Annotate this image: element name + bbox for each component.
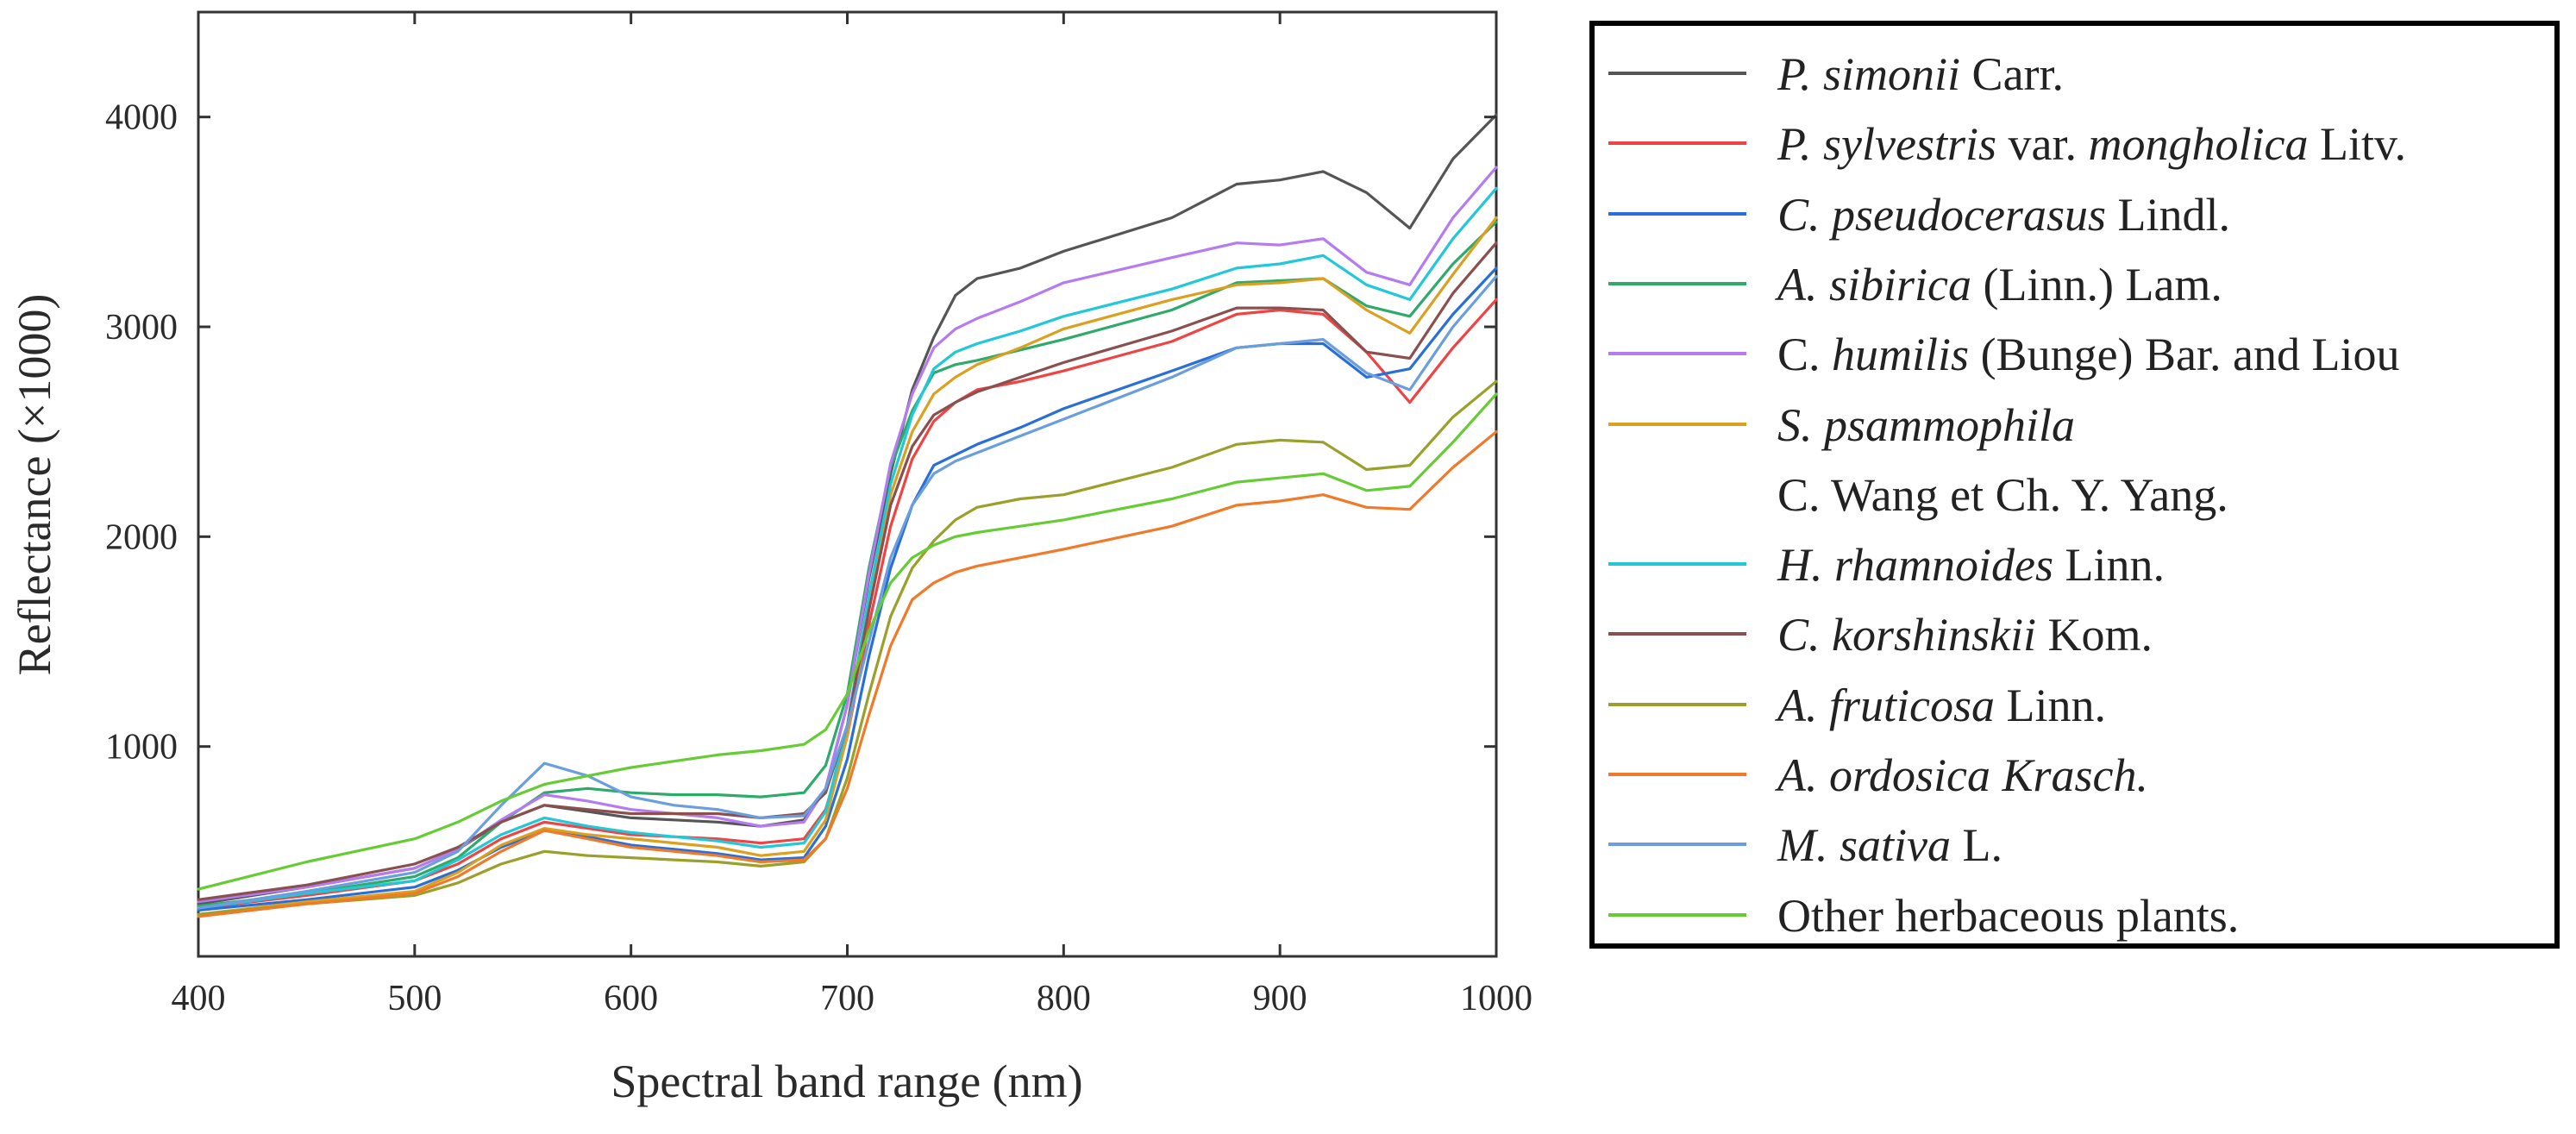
legend-label: P. simonii Carr. [1777, 45, 2064, 103]
legend-item: P. sylvestris var. mongholica Litv. [1595, 110, 2554, 179]
legend-label-part: C. korshinskii [1777, 609, 2037, 661]
x-tick-label: 600 [604, 979, 658, 1018]
legend-label: H. rhamnoides Linn. [1777, 536, 2165, 594]
series-line-a-fruticosa-linn [197, 379, 1498, 916]
series-line-c-humilis-bunge-bar-and-liou [197, 166, 1498, 904]
legend-label: Other herbaceous plants. [1777, 887, 2239, 945]
legend-label-part: (Linn.) Lam. [1971, 258, 2222, 310]
legend-item: C. korshinskii Kom. [1595, 600, 2554, 669]
series-line-h-rhamnoides-linn [197, 186, 1498, 910]
series-line-a-ordosica-krasch [197, 430, 1498, 918]
legend-label: M. sativa L. [1777, 816, 2003, 874]
legend-item: C. Wang et Ch. Y. Yang. [1595, 460, 2554, 529]
legend-label-part: M. sativa [1777, 819, 1951, 872]
legend-item: A. ordosica Krasch. [1595, 741, 2554, 810]
legend-label: C. pseudocerasus Lindl. [1777, 185, 2230, 244]
x-tick-label: 700 [820, 979, 874, 1018]
legend-label-part: A. fruticosa [1777, 679, 1995, 731]
y-tick-label: 3000 [105, 308, 178, 348]
legend-item: P. simonii Carr. [1595, 40, 2554, 109]
legend-swatch [1608, 141, 1746, 146]
legend-swatch [1608, 72, 1746, 75]
legend-label-part: Litv. [2308, 118, 2406, 171]
legend-item: M. sativa L. [1595, 811, 2554, 880]
series-line-other-herbaceous-plants [197, 392, 1498, 891]
legend-label: A. ordosica Krasch. [1777, 746, 2148, 805]
legend-swatch [1608, 843, 1746, 847]
series-line-a-sibirica-linn-lam [197, 220, 1498, 908]
y-axis-title: Reflectance (×1000) [9, 294, 60, 676]
legend-swatch [1608, 281, 1746, 285]
legend-label-part: C. [1777, 329, 1833, 381]
legend: P. simonii Carr. P. sylvestris var. mongh… [1589, 21, 2560, 949]
y-tick-label: 1000 [105, 728, 178, 767]
legend-item: C. pseudocerasus Lindl. [1595, 180, 2554, 249]
legend-item: S. psammophila [1595, 391, 2554, 460]
legend-label-part: A. ordosica Krasch. [1777, 749, 2148, 801]
legend-label: C. humilis (Bunge) Bar. and Liou [1777, 325, 2399, 384]
legend-label-part: S. psammophila [1777, 398, 2076, 451]
legend-label-part: P. sylvestris [1777, 118, 1996, 171]
reflectance-chart: 400 500 600 700 800 900 1000 1000200030004000 … [9, 10, 1532, 1107]
y-tick-label: 4000 [105, 98, 178, 138]
legend-swatch [1608, 422, 1746, 426]
legend-swatch [1608, 211, 1746, 216]
legend-label-part: A. sibirica [1777, 258, 1971, 310]
legend-label-part: H. rhamnoides [1777, 539, 2054, 592]
legend-label-part: humilis [1832, 329, 1970, 381]
plot-area [197, 10, 1498, 958]
legend-label-part: Kom. [2036, 609, 2153, 661]
legend-item: H. rhamnoides Linn. [1595, 530, 2554, 599]
x-axis-title: Spectral band range (nm) [611, 1056, 1082, 1107]
series-line-c-pseudocerasus-lindl [197, 266, 1498, 912]
x-tick-label: 800 [1037, 979, 1091, 1018]
legend-label-part: (Bunge) Bar. and Liou [1969, 329, 2400, 381]
series-line-p-sylvestris-var-mongholica-litv [197, 298, 1498, 910]
legend-label-part: P. simonii [1777, 48, 1961, 100]
legend-item: C. humilis (Bunge) Bar. and Liou [1595, 320, 2554, 389]
legend-item: A. sibirica (Linn.) Lam. [1595, 250, 2554, 319]
legend-swatch [1608, 773, 1746, 776]
plot-frame [197, 10, 1498, 958]
series-line-m-sativa-l [197, 275, 1498, 910]
legend-label: C. korshinskii Kom. [1777, 605, 2153, 664]
legend-swatch [1608, 562, 1746, 567]
legend-label: A. fruticosa Linn. [1777, 676, 2106, 735]
y-tick-label: 2000 [105, 517, 178, 557]
legend-swatch [1608, 352, 1746, 356]
legend-label-part: Linn. [2053, 539, 2165, 592]
legend-label-part: C. Wang et Ch. Y. Yang. [1777, 468, 2228, 521]
x-tick-label: 400 [172, 979, 226, 1018]
legend-swatch [1608, 702, 1746, 706]
legend-label-part: Carr. [1960, 48, 2065, 100]
y-axis: 1000 2000 3000 4000 [105, 98, 1496, 767]
legend-label-part: C. pseudocerasus [1777, 188, 2106, 241]
legend-label-part: mongholica [2088, 118, 2309, 171]
x-tick-label: 500 [387, 979, 442, 1018]
legend-item: A. fruticosa Linn. [1595, 671, 2554, 740]
x-tick-label: 900 [1253, 979, 1307, 1018]
legend-item: Other herbaceous plants. [1595, 881, 2554, 950]
series-lines [197, 113, 1498, 918]
series-line-c-korshinskii-kom [197, 241, 1498, 901]
legend-label: A. sibirica (Linn.) Lam. [1777, 255, 2222, 314]
legend-label-part: var. [1996, 118, 2089, 171]
legend-swatch [1608, 632, 1746, 636]
legend-label-part: Other herbaceous plants. [1777, 889, 2240, 942]
legend-label-part: L. [1950, 819, 2003, 872]
legend-label: P. sylvestris var. mongholica Litv. [1777, 115, 2406, 173]
legend-label-part: Lindl. [2105, 188, 2230, 241]
legend-label: S. psammophila [1777, 396, 2075, 454]
legend-label: C. Wang et Ch. Y. Yang. [1777, 466, 2228, 524]
legend-swatch [1608, 912, 1746, 917]
x-axis: 400 500 600 700 800 900 1000 [172, 12, 1532, 1018]
series-line-s-psammophila-c-wang-et-ch-y-yang [197, 216, 1498, 916]
legend-label-part: Linn. [1995, 679, 2107, 731]
x-tick-label: 1000 [1460, 979, 1532, 1018]
